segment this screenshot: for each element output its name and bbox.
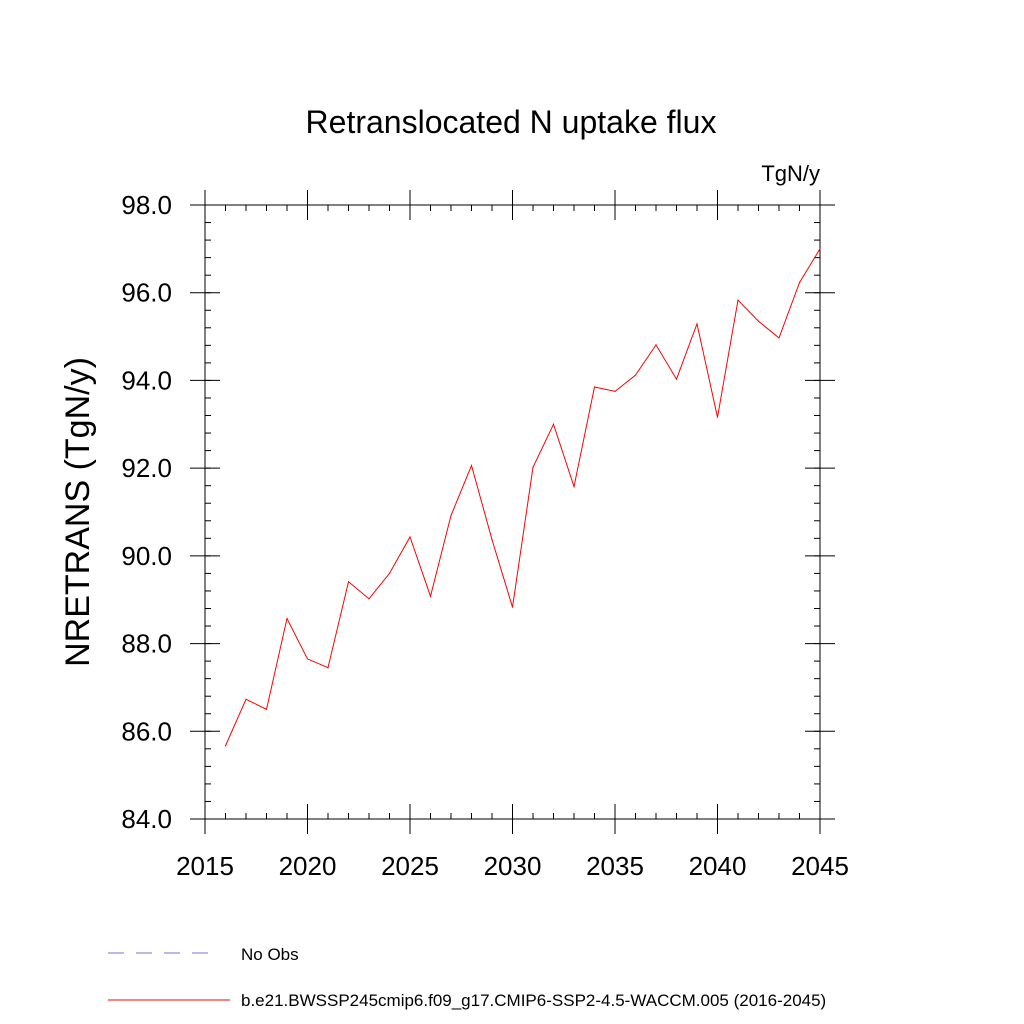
y-tick-label: 88.0 (121, 629, 172, 659)
data-point (388, 572, 391, 575)
data-point (265, 708, 268, 710)
x-tick-label: 2015 (176, 851, 234, 881)
data-point (245, 698, 247, 700)
data-point (327, 667, 329, 669)
data-point (224, 745, 227, 747)
units-label: TgN/y (761, 161, 820, 186)
data-point (757, 320, 760, 322)
data-point (573, 485, 575, 488)
x-tick-label: 2035 (586, 851, 644, 881)
data-point (614, 390, 616, 392)
x-tick-labels: 2015 2020 2025 2030 2035 2040 2045 (176, 851, 849, 881)
data-point (491, 539, 493, 541)
x-tick-label: 2020 (279, 851, 337, 881)
data-point (819, 248, 821, 250)
y-axis-label: NRETRANS (TgN/y) (59, 357, 97, 667)
y-tick-labels: 84.0 86.0 88.0 90.0 92.0 94.0 96.0 98.0 (121, 190, 172, 834)
legend-label-model: b.e21.BWSSP245cmip6.f09_g17.CMIP6-SSP2-4… (241, 991, 826, 1010)
data-point (655, 344, 657, 346)
data-point (286, 617, 288, 620)
data-point (778, 337, 780, 339)
y-tick-label: 94.0 (121, 365, 172, 395)
data-point (593, 386, 596, 388)
data-point (696, 323, 698, 325)
legend-label-no-obs: No Obs (241, 945, 299, 964)
series-group (224, 248, 821, 747)
data-point (634, 374, 637, 376)
data-point (798, 282, 801, 284)
x-tick-label: 2030 (484, 851, 542, 881)
major-ticks (190, 190, 835, 834)
data-point (716, 416, 719, 418)
data-point (737, 299, 739, 301)
data-point (306, 658, 309, 660)
data-point (450, 514, 452, 517)
minor-ticks (204, 204, 821, 820)
series-line (225, 248, 821, 746)
data-point (532, 466, 534, 468)
y-tick-label: 96.0 (121, 278, 172, 308)
y-tick-label: 84.0 (121, 804, 172, 834)
data-point (470, 464, 473, 467)
data-point (347, 581, 350, 583)
plot-frame (204, 204, 821, 820)
x-tick-label: 2025 (381, 851, 439, 881)
x-tick-label: 2040 (689, 851, 747, 881)
data-point (675, 378, 678, 380)
data-point (511, 606, 514, 608)
data-point (409, 536, 411, 538)
data-point (368, 598, 370, 600)
y-tick-label: 86.0 (121, 716, 172, 746)
y-tick-label: 98.0 (121, 190, 172, 220)
x-tick-label: 2045 (791, 851, 849, 881)
data-point (429, 595, 432, 597)
chart-title: Retranslocated N uptake flux (306, 104, 717, 140)
data-point (552, 423, 555, 425)
y-tick-label: 92.0 (121, 453, 172, 483)
y-tick-label: 90.0 (121, 541, 172, 571)
legend: No Obs b.e21.BWSSP245cmip6.f09_g17.CMIP6… (108, 945, 826, 1010)
